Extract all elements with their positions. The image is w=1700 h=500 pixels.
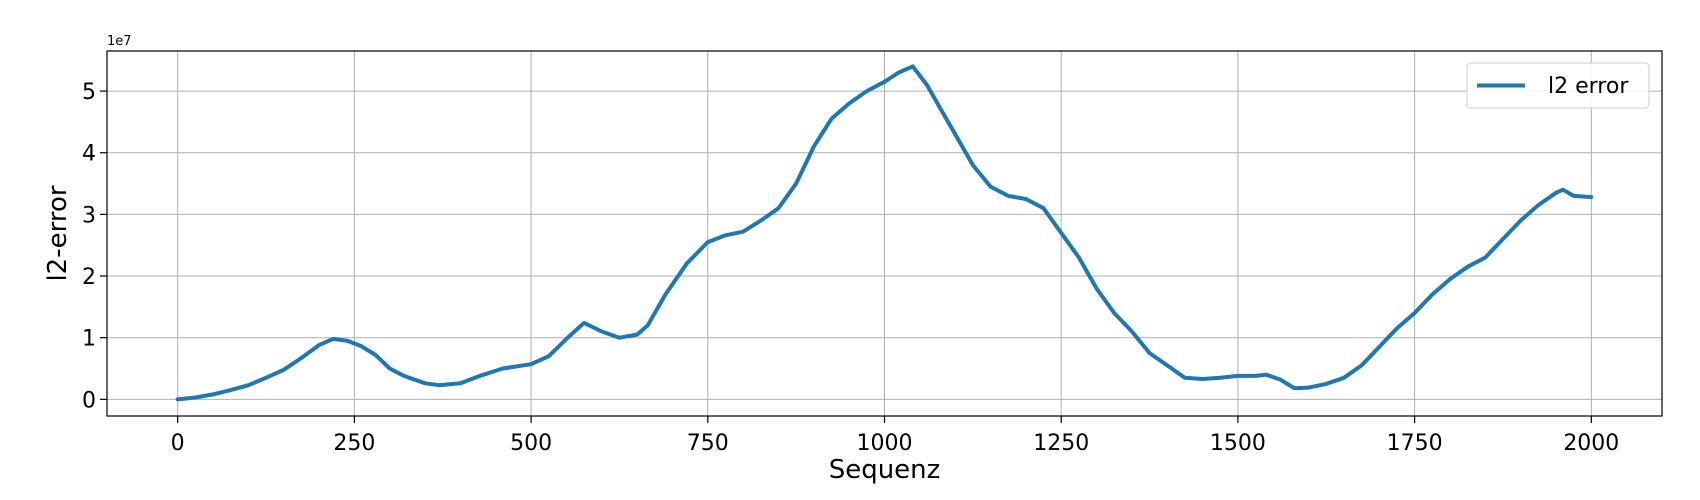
y-tick-label: 5 — [82, 80, 96, 105]
x-tick-label: 250 — [333, 431, 375, 456]
x-tick-label: 1500 — [1210, 431, 1266, 456]
x-tick-label: 1250 — [1033, 431, 1089, 456]
y-offset-label: 1e7 — [107, 34, 132, 49]
x-tick-label: 1000 — [857, 431, 913, 456]
y-tick-label: 0 — [82, 388, 96, 413]
series-layer — [175, 64, 1594, 402]
x-tick-label: 500 — [510, 431, 552, 456]
y-axis-title: l2-error — [43, 185, 73, 281]
y-tick-label: 2 — [82, 265, 96, 290]
x-tick-label: 0 — [171, 431, 185, 456]
series-line — [175, 64, 1594, 402]
y-tick-label: 4 — [82, 142, 96, 167]
legend-box — [1466, 62, 1650, 109]
x-axis: 0 250 500 750 1000 1250 1500 1750 2000 — [171, 416, 1619, 456]
x-axis-title: Sequenz — [829, 455, 941, 485]
y-tick-label: 1 — [82, 327, 96, 352]
x-tick-label: 1750 — [1387, 431, 1443, 456]
x-tick-label: 750 — [687, 431, 729, 456]
legend-label: l2 error — [1548, 74, 1629, 99]
x-tick-label: 2000 — [1563, 431, 1619, 456]
y-tick-label: 3 — [82, 203, 96, 228]
y-axis: 0 1 2 3 4 5 — [82, 80, 107, 413]
grid-lines — [107, 51, 1662, 416]
legend: l2 error — [1466, 62, 1650, 109]
